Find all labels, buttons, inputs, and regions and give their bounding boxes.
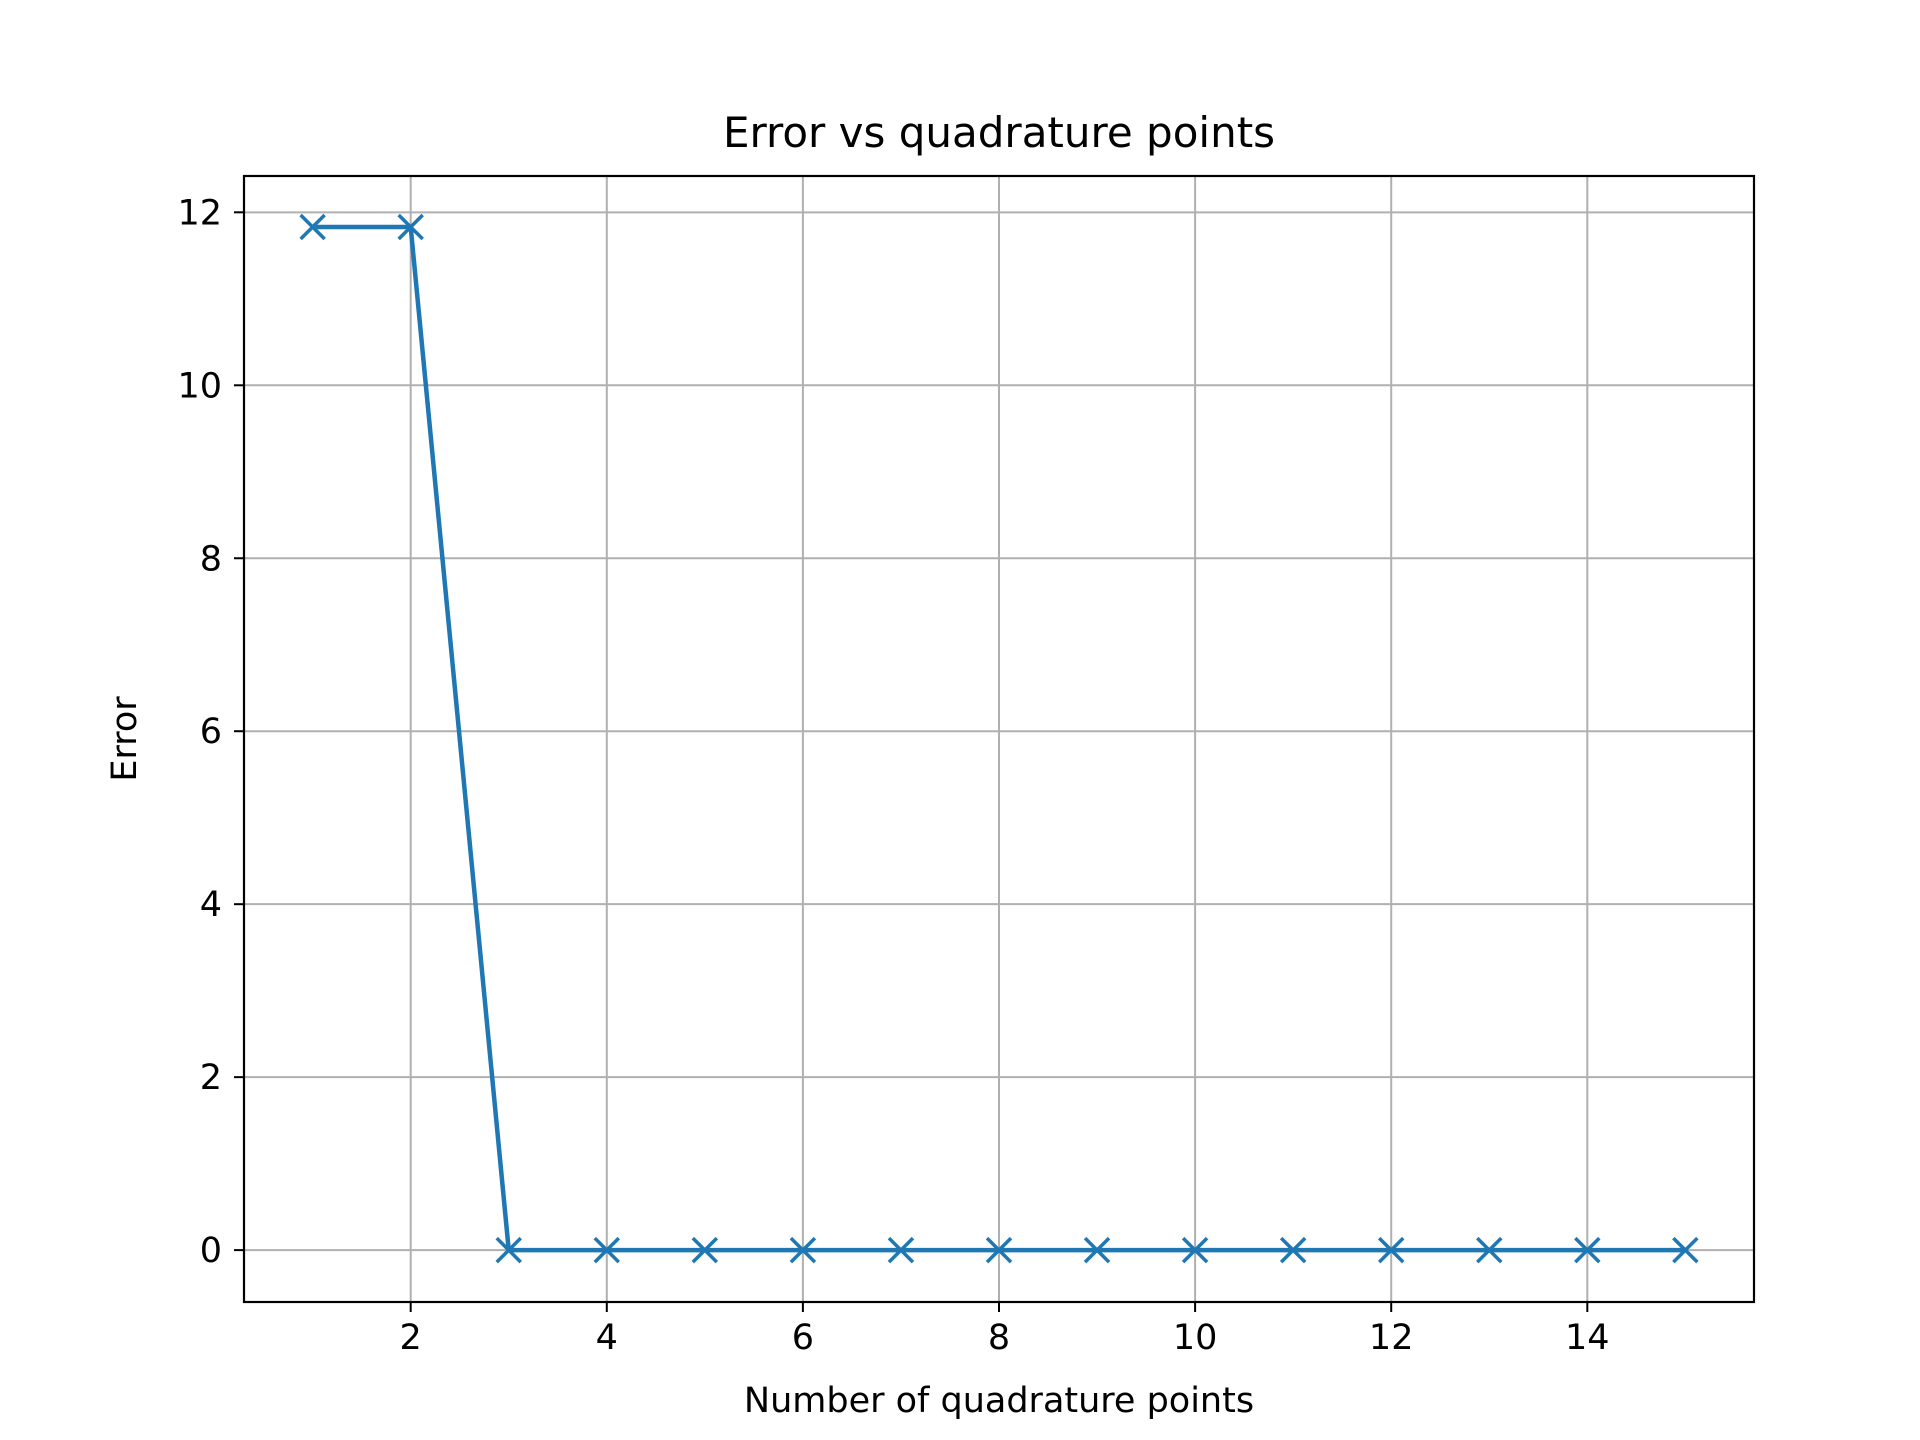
x-tick-label: 6 [792,1318,814,1358]
x-tick-label: 4 [596,1318,618,1358]
data-point-marker [789,1236,817,1264]
data-point-marker [397,213,424,241]
y-tick-label: 8 [200,539,222,579]
x-tick-label: 12 [1369,1318,1414,1358]
series-layer [299,213,1699,1264]
x-tick-label: 8 [988,1318,1010,1358]
x-tick-label: 10 [1173,1318,1218,1358]
y-tick-label: 10 [177,366,222,406]
data-point-marker [887,1236,915,1264]
data-point-marker [1574,1236,1601,1264]
data-point-marker [1181,1236,1209,1264]
x-tick-label: 2 [400,1318,422,1358]
data-point-marker [593,1236,621,1264]
data-point-marker [1083,1236,1111,1264]
data-point-marker [985,1236,1013,1264]
chart-title: Error vs quadrature points [723,108,1275,157]
data-point-marker [299,213,326,241]
data-point-marker [1672,1236,1699,1264]
x-axis-label: Number of quadrature points [744,1381,1254,1421]
data-point-marker [691,1236,719,1264]
data-point-marker [1476,1236,1503,1264]
data-point-marker [495,1236,522,1264]
y-tick-label: 6 [200,712,222,752]
x-tick-label: 14 [1565,1318,1610,1358]
y-tick-label: 2 [200,1058,222,1098]
data-point-marker [1377,1236,1405,1264]
y-tick-label: 0 [200,1231,222,1271]
grid [244,176,1754,1302]
y-axis-label: Error [105,696,145,782]
data-point-marker [1279,1236,1307,1264]
ticks: 2 4 6 8 10 12 14 0 2 4 6 8 10 12 [177,193,1609,1358]
y-tick-label: 4 [200,885,222,925]
y-tick-label: 12 [177,193,222,233]
